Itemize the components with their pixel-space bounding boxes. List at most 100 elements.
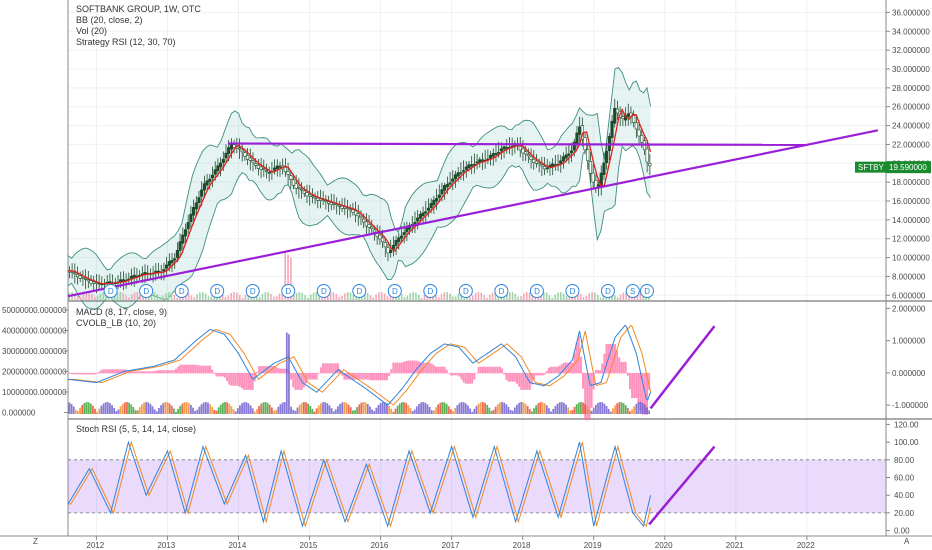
macd-tick-label: -1.000000: [892, 401, 929, 410]
volume-bar: [327, 293, 329, 300]
macd-histogram-bar: [486, 366, 489, 374]
cvolb-bar: [599, 402, 602, 414]
volume-bar: [309, 294, 312, 300]
volume-tick-label: 20000000.000000: [2, 368, 67, 377]
cvolb-bar: [539, 402, 542, 414]
cvolb-bar: [475, 405, 478, 414]
cvolb-bar: [626, 408, 629, 414]
candle-body: [534, 160, 539, 164]
macd-histogram-bar: [81, 372, 84, 375]
cvolb-bar: [629, 411, 631, 414]
candle-body: [197, 197, 201, 203]
cvolb-bar: [232, 409, 235, 414]
candle-body: [210, 174, 215, 179]
cvolb-bar: [234, 411, 237, 414]
candle-body: [227, 147, 231, 154]
candle-body: [532, 159, 536, 163]
macd-histogram-bar: [567, 362, 570, 374]
cvolb-bar: [501, 402, 503, 414]
cvolb-bar: [83, 403, 86, 414]
macd-histogram-bar: [76, 372, 79, 375]
volume-bar: [145, 296, 147, 300]
volume-bar: [261, 294, 264, 300]
volume-bar: [153, 292, 156, 300]
macd-histogram-bar: [93, 372, 96, 375]
macd-histogram-bar: [577, 335, 580, 374]
cvolb-bar: [633, 406, 636, 414]
split-marker-label: S: [630, 287, 635, 296]
volume-bar: [363, 292, 366, 300]
cvolb-bar: [479, 402, 482, 414]
dividend-marker-circle: [600, 284, 615, 298]
macd-histogram-bar: [528, 372, 531, 390]
dividend-marker-circle: [387, 284, 402, 298]
volume-bar: [614, 295, 616, 300]
cvolb-bar: [264, 402, 267, 414]
cvolb-bar: [247, 403, 250, 414]
macd-histogram-bar: [477, 366, 480, 374]
trendlines[interactable]: [67, 129, 879, 298]
volume-bar: [301, 292, 304, 300]
candle-body: [586, 149, 590, 161]
cvolb-bar: [209, 404, 211, 414]
macd-histogram-bar: [569, 362, 572, 374]
candle-body: [259, 166, 263, 170]
macd-histogram-bar: [189, 364, 192, 374]
volume-axis: 50000000.000000 40000000.000000 30000000.0…: [2, 306, 68, 418]
candle-body: [421, 212, 425, 217]
macd-histogram-bar: [138, 371, 141, 374]
macd-histogram-bar: [322, 363, 325, 374]
price-tick-label: 6.000000: [892, 291, 926, 300]
volume-bar: [469, 297, 471, 300]
candle-body: [92, 281, 96, 284]
dividend-marker-circle: [281, 284, 296, 298]
stoch-axis: 0.00 20.00 40.00 60.00 80.00 100.00 120.00: [886, 420, 919, 536]
cvolb-bar: [70, 404, 73, 414]
stoch-rsi-pane[interactable]: [67, 440, 886, 528]
dividend-marker-label: D: [285, 287, 291, 296]
legend-symbol-title: SOFTBANK GROUP, 1W, OTC: [76, 4, 201, 14]
macd-histogram-bar: [309, 372, 312, 380]
volume-bar: [383, 293, 386, 300]
cvolb-bar: [537, 403, 540, 414]
macd-histogram-bar: [79, 372, 82, 375]
candle-body: [316, 197, 320, 201]
macd-histogram-bar: [343, 372, 346, 380]
volume-bar: [619, 294, 622, 300]
macd-pane[interactable]: [67, 324, 716, 421]
cvolb-bar: [145, 402, 148, 414]
candle-body: [367, 224, 371, 228]
macd-histogram-bar: [605, 344, 608, 374]
cvolb-bar: [394, 408, 397, 414]
price-tick-label: 36.000000: [892, 8, 930, 17]
candle-body: [324, 200, 328, 202]
auto-scale-label[interactable]: A: [904, 537, 910, 546]
macd-histogram-bar: [432, 365, 435, 374]
volume-bar: [170, 292, 173, 300]
macd-histogram-bar: [618, 357, 621, 374]
split-marker-circle: [625, 284, 640, 298]
volume-bar: [224, 297, 227, 300]
cvolb-bar: [518, 402, 521, 414]
candle-body: [529, 156, 533, 160]
macd-histogram-bar: [149, 371, 152, 374]
candle-body: [370, 226, 374, 229]
candle-body: [399, 235, 404, 239]
zoom-corner-label[interactable]: Z: [33, 537, 38, 546]
candle-body: [356, 213, 360, 217]
volume-bar: [366, 292, 369, 300]
macd-histogram-bar: [624, 361, 627, 374]
cvolb-bar: [172, 408, 175, 414]
cvolb-bar: [166, 402, 169, 414]
price-pane[interactable]: D D D D D D D D D D D D D D D DS: [67, 66, 879, 310]
candle-body: [167, 261, 171, 266]
cvolb-bar: [168, 403, 171, 414]
cvolb-bar: [643, 404, 646, 414]
macd-histogram-bar: [228, 372, 231, 385]
macd-histogram-bar: [403, 361, 406, 374]
volume-bar: [579, 293, 582, 300]
volume-bar: [79, 296, 82, 300]
candle-body: [615, 108, 620, 114]
cvolb-bar: [207, 402, 209, 414]
